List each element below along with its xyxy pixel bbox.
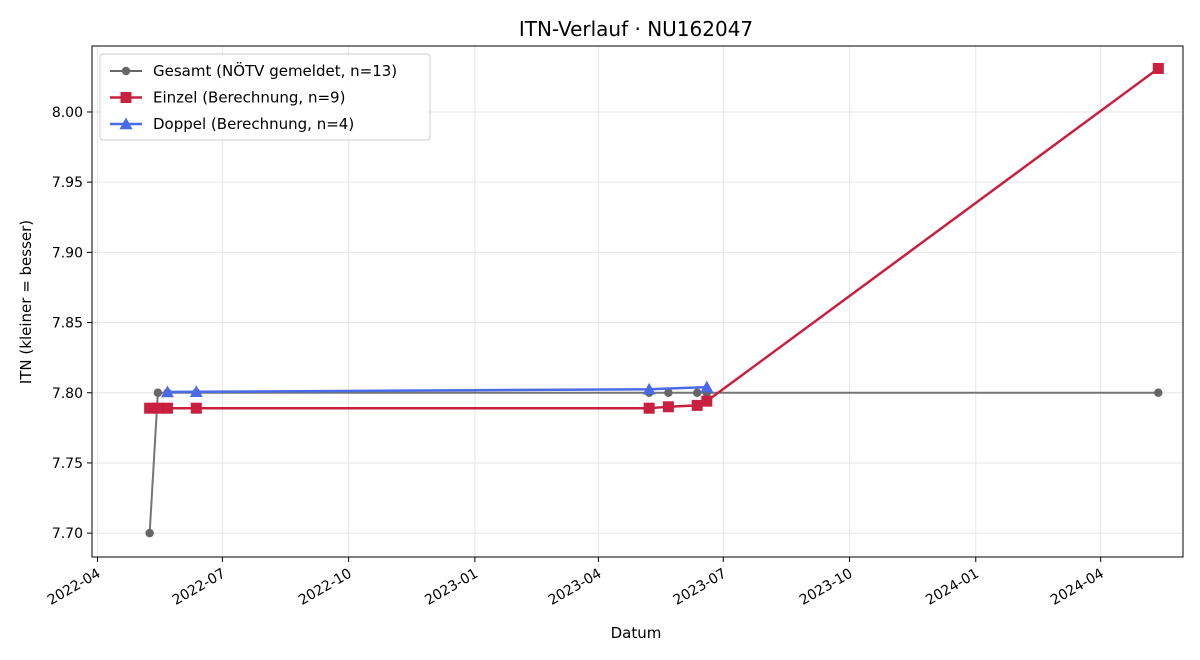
legend-box: [99, 53, 431, 141]
data-point: [642, 382, 656, 395]
y-tick-label: 7.90: [52, 245, 83, 261]
series-layer: [144, 62, 1164, 538]
data-point: [160, 385, 174, 398]
data-point: [190, 402, 202, 414]
legend-label: Einzel (Berechnung, n=9): [153, 89, 345, 107]
legend-entry: Gesamt (NÖTV gemeldet, n=13): [110, 61, 397, 80]
data-point: [701, 395, 713, 407]
data-point: [144, 402, 156, 414]
legend-entry: Doppel (Berechnung, n=4): [110, 115, 354, 133]
data-point: [1152, 62, 1164, 74]
legend-entries: Gesamt (NÖTV gemeldet, n=13) Einzel (Bere…: [110, 61, 397, 133]
data-point: [189, 385, 203, 397]
data-point: [161, 402, 173, 414]
legend-marker: [119, 117, 133, 130]
data-point: [145, 528, 154, 538]
legend-marker: [120, 92, 132, 103]
plot-frame: [91, 45, 1184, 558]
data-point: [691, 399, 703, 411]
legend-entry: Einzel (Berechnung, n=9): [110, 89, 345, 107]
data-point: [643, 402, 655, 414]
x-axis-title: Datum: [611, 624, 662, 642]
legend-marker: [121, 66, 131, 76]
data-point: [152, 402, 164, 414]
legend: Gesamt (NÖTV gemeldet, n=13) Einzel (Bere…: [99, 53, 431, 141]
y-tick-label: 7.80: [52, 386, 83, 402]
y-tick-label: 7.95: [52, 175, 83, 191]
y-tick-label: 7.70: [52, 526, 83, 542]
series-square: [144, 62, 1164, 414]
y-tick-label: 7.75: [52, 456, 83, 472]
series-triangle: [160, 380, 714, 398]
y-axis-title: ITN (kleiner = besser): [17, 220, 35, 384]
series-line: [167, 385, 707, 394]
chart-title: ITN-Verlauf · NU162047: [519, 17, 753, 41]
legend-label: Gesamt (NÖTV gemeldet, n=13): [153, 61, 397, 80]
y-tick-label: 7.85: [52, 316, 83, 332]
data-point: [692, 388, 702, 397]
data-point: [664, 388, 673, 397]
legend-label: Doppel (Berechnung, n=4): [153, 115, 354, 133]
data-point: [662, 401, 674, 413]
data-point: [700, 380, 714, 393]
data-point: [153, 388, 163, 397]
data-point: [1154, 388, 1163, 397]
y-tick-label: 8.00: [52, 105, 83, 121]
